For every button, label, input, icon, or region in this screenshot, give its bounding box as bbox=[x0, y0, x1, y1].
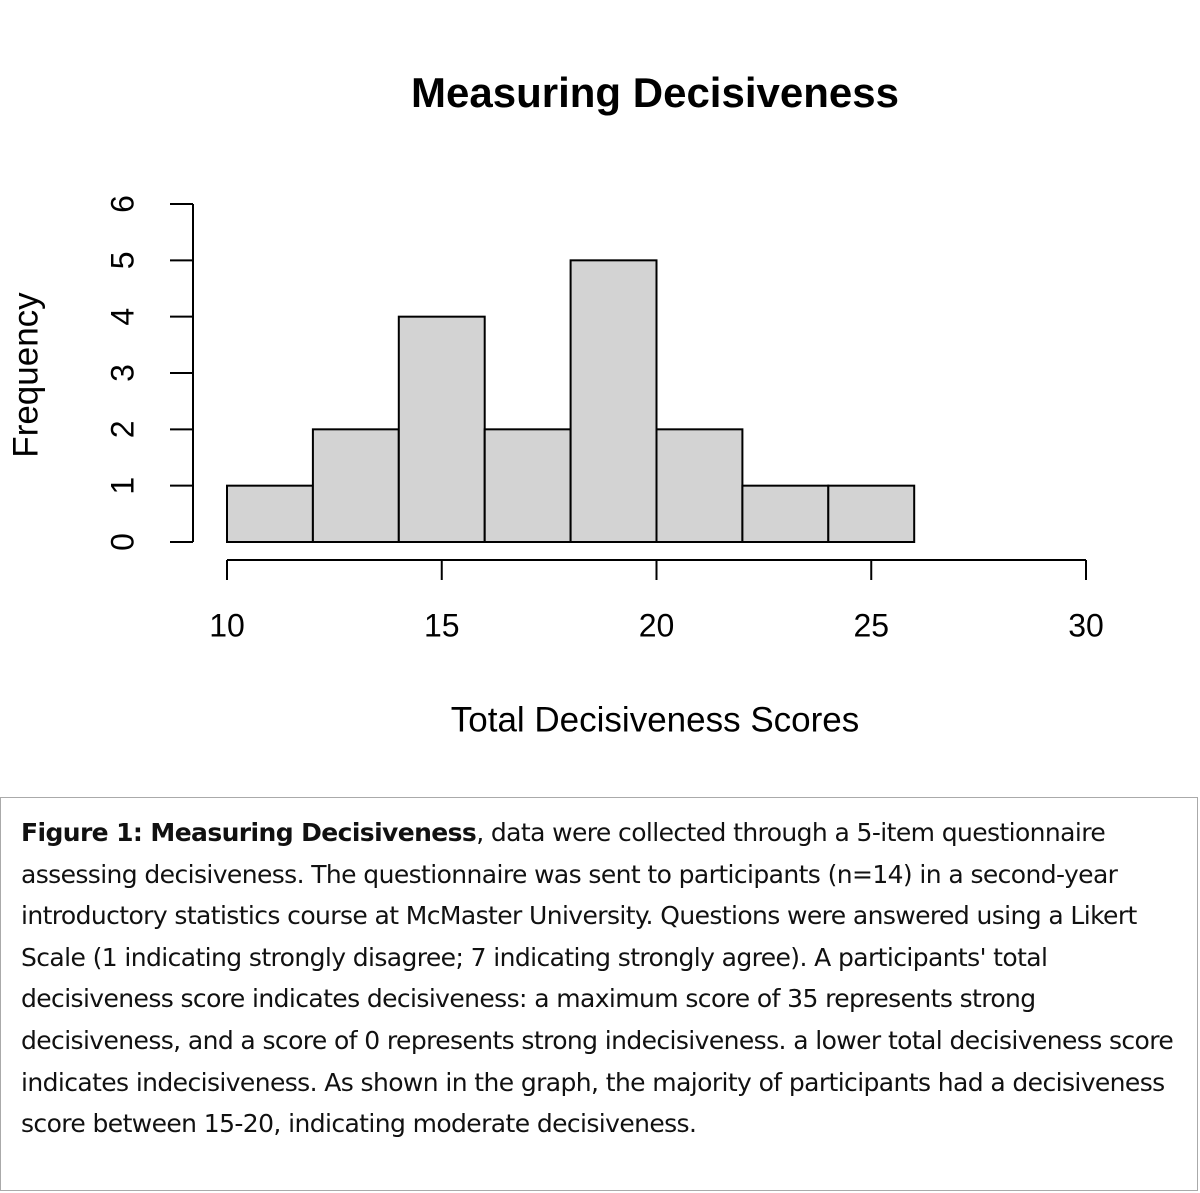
x-tick-label: 10 bbox=[209, 607, 245, 643]
bar bbox=[741, 484, 830, 543]
caption-text: , data were collected through a 5-item q… bbox=[21, 818, 1174, 1139]
y-tick-label: 2 bbox=[104, 420, 140, 438]
chart: Measuring Decisiveness Total Decisivenes… bbox=[6, 69, 1104, 739]
caption-bold: Figure 1: Measuring Decisiveness bbox=[21, 818, 477, 847]
y-tick-label: 6 bbox=[104, 195, 140, 213]
bar bbox=[226, 484, 314, 543]
x-tick-label: 15 bbox=[424, 607, 460, 643]
x-tick-label: 20 bbox=[639, 607, 675, 643]
y-tick-label: 0 bbox=[104, 533, 140, 551]
x-tick-label: 25 bbox=[853, 607, 889, 643]
x-tick-label: 30 bbox=[1068, 607, 1104, 643]
bar bbox=[569, 259, 658, 543]
y-tick-label: 1 bbox=[104, 477, 140, 495]
bar bbox=[655, 428, 744, 544]
y-tick-label: 5 bbox=[104, 251, 140, 269]
x-axis-label: Total Decisiveness Scores bbox=[451, 700, 860, 739]
caption: Figure 1: Measuring Decisiveness, data w… bbox=[0, 797, 1198, 1191]
bar bbox=[397, 315, 486, 543]
y-tick-label: 4 bbox=[104, 308, 140, 326]
bar bbox=[483, 428, 572, 544]
bar bbox=[827, 484, 916, 543]
y-tick-label: 3 bbox=[104, 364, 140, 382]
chart-title: Measuring Decisiveness bbox=[411, 69, 899, 116]
y-axis-label: Frequency bbox=[6, 292, 45, 458]
bar bbox=[311, 428, 400, 544]
